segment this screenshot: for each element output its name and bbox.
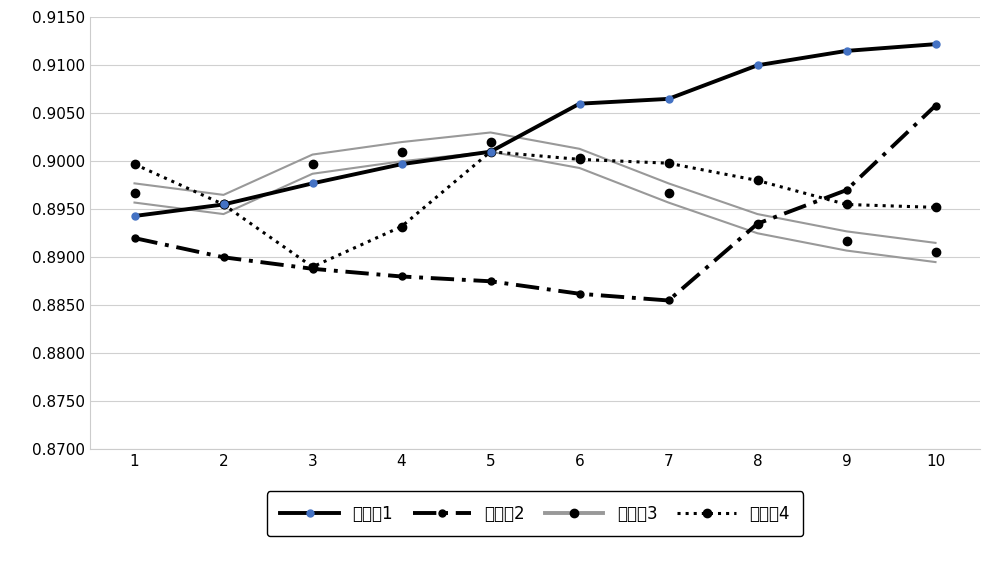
Legend: 训练集1, 训练集2, 训练集3, 训练集4: 训练集1, 训练集2, 训练集3, 训练集4 — [267, 491, 803, 536]
